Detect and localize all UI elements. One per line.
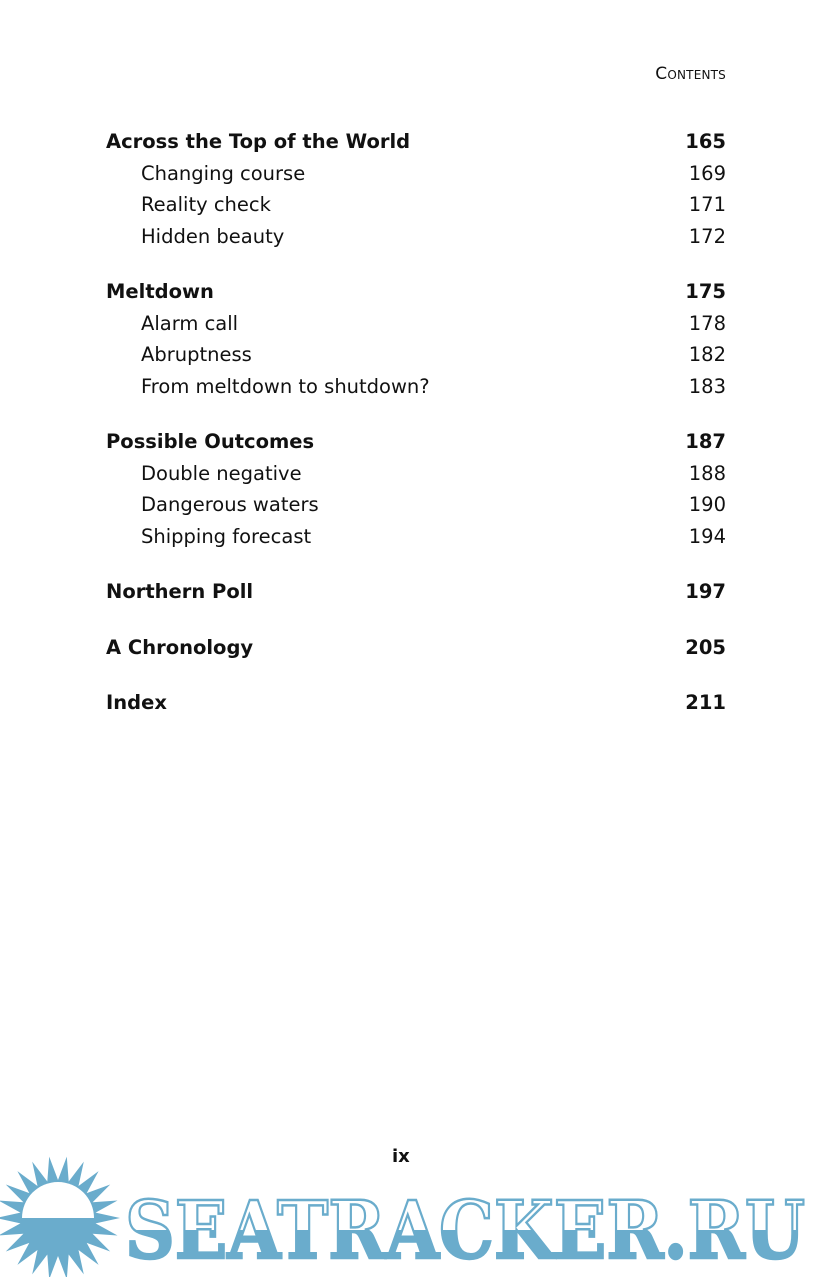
- entry-page: 178: [688, 311, 726, 335]
- watermark: SEATRACKER.RU: [0, 1156, 806, 1277]
- toc-section[interactable]: From meltdown to shutdown? 183: [106, 373, 726, 405]
- entry-title: Changing course: [141, 161, 306, 185]
- toc-chapter[interactable]: Possible Outcomes 187: [106, 428, 726, 460]
- toc-section[interactable]: Alarm call 178: [106, 310, 726, 342]
- page-number: ix: [392, 1146, 410, 1167]
- toc-chapter[interactable]: Index 211: [106, 689, 726, 721]
- toc-group: Index 211: [106, 689, 726, 721]
- toc-chapter[interactable]: Meltdown 175: [106, 278, 726, 310]
- entry-title: Dangerous waters: [141, 493, 319, 516]
- entry-title: Abruptness: [141, 343, 252, 366]
- toc-group: Northern Poll 197: [106, 578, 726, 610]
- entry-page: 190: [688, 493, 726, 516]
- entry-title: Double negative: [141, 461, 302, 485]
- toc-section[interactable]: Double negative 188: [106, 460, 726, 492]
- entry-title: Northern Poll: [106, 580, 254, 603]
- entry-page: 187: [685, 430, 726, 453]
- toc-chapter[interactable]: Northern Poll 197: [106, 578, 726, 610]
- entry-page: 197: [685, 580, 726, 603]
- entry-page: 175: [685, 280, 726, 303]
- entry-page: 188: [688, 461, 726, 485]
- toc-section[interactable]: Shipping forecast 194: [106, 523, 726, 555]
- entry-title: Hidden beauty: [141, 224, 285, 248]
- entry-page: 183: [688, 374, 726, 398]
- entry-page: 169: [688, 161, 726, 185]
- entry-title: Alarm call: [141, 311, 239, 335]
- entry-page: 182: [688, 343, 726, 366]
- entry-title: Across the Top of the World: [106, 130, 411, 153]
- entry-title: Possible Outcomes: [106, 430, 315, 453]
- sun-icon: [0, 1156, 120, 1277]
- entry-page: 172: [688, 224, 726, 248]
- entry-page: 211: [685, 691, 726, 714]
- entry-title: From meltdown to shutdown?: [141, 374, 430, 398]
- entry-title: Shipping forecast: [141, 524, 312, 548]
- entry-page: 165: [685, 130, 726, 153]
- entry-title: Index: [106, 691, 167, 714]
- toc-chapter[interactable]: Across the Top of the World 165: [106, 128, 726, 160]
- entry-page: 171: [688, 193, 726, 216]
- entry-page: 194: [688, 524, 726, 548]
- toc-chapter[interactable]: A Chronology 205: [106, 634, 726, 666]
- toc-section[interactable]: Abruptness 182: [106, 341, 726, 373]
- entry-title: Reality check: [141, 193, 271, 216]
- toc-group: Possible Outcomes 187 Double negative 188 Da…: [106, 428, 726, 554]
- toc-section[interactable]: Changing course 169: [106, 160, 726, 192]
- toc-section[interactable]: Hidden beauty 172: [106, 223, 726, 255]
- running-head: Contents: [655, 64, 726, 84]
- toc-group: Across the Top of the World 165 Changing c…: [106, 128, 726, 254]
- toc-group: A Chronology 205: [106, 634, 726, 666]
- entry-page: 205: [685, 635, 726, 659]
- toc-group: Meltdown 175 Alarm call 178 Abruptness 182 Fro…: [106, 278, 726, 404]
- toc-section[interactable]: Dangerous waters 190: [106, 491, 726, 523]
- table-of-contents: Across the Top of the World 165 Changing c…: [106, 128, 726, 745]
- entry-title: Meltdown: [106, 280, 214, 303]
- toc-section[interactable]: Reality check 171: [106, 191, 726, 223]
- entry-title: A Chronology: [106, 635, 254, 659]
- watermark-text: SEATRACKER.RU: [125, 1183, 805, 1277]
